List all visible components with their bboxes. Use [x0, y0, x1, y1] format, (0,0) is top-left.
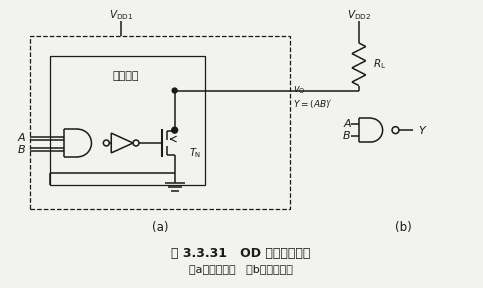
Text: (b): (b)	[395, 221, 412, 234]
Text: $Y$: $Y$	[418, 124, 428, 136]
Text: （a）电路结构   （b）逻辑符号: （a）电路结构 （b）逻辑符号	[189, 264, 293, 274]
Bar	[50, 56, 205, 185]
Circle shape	[171, 127, 178, 133]
Text: $V_\mathrm{DD2}$: $V_\mathrm{DD2}$	[347, 8, 371, 22]
Text: B: B	[343, 131, 351, 141]
Text: $V_\mathrm{DD1}$: $V_\mathrm{DD1}$	[109, 8, 133, 22]
Text: $v_\mathrm{O}$: $v_\mathrm{O}$	[294, 85, 306, 96]
Text: $Y{=}(AB)'$: $Y{=}(AB)'$	[294, 98, 333, 110]
Text: (a): (a)	[152, 221, 168, 234]
Circle shape	[172, 88, 177, 93]
Text: 图 3.3.31   OD 输出的与非门: 图 3.3.31 OD 输出的与非门	[171, 247, 311, 260]
Text: A: A	[17, 133, 25, 143]
Bar	[30, 36, 289, 209]
Text: B: B	[17, 145, 25, 155]
Text: A: A	[343, 119, 351, 129]
Text: $T_\mathrm{N}$: $T_\mathrm{N}$	[188, 146, 201, 160]
Text: 内部逻辑: 内部逻辑	[113, 71, 140, 81]
Text: $R_\mathrm{L}$: $R_\mathrm{L}$	[373, 57, 386, 71]
